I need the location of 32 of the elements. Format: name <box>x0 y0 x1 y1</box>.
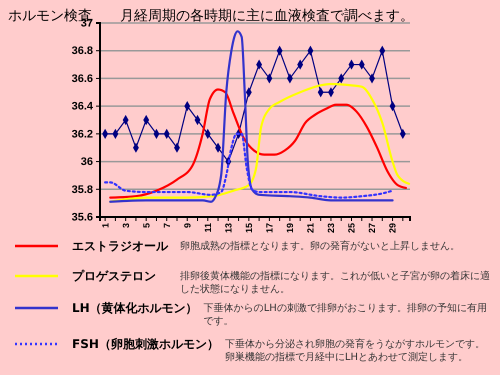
x-tick-label: 7 <box>162 223 172 228</box>
x-tick-label: 29 <box>388 223 398 234</box>
x-tick-label: 11 <box>202 223 213 233</box>
text: 排卵後黄体機能の指標になります。これが低いと子宮が卵の着床に適した状態になりません。 <box>180 270 490 295</box>
y-tick-label: 36 <box>80 156 93 168</box>
text: 下垂体からのLHの刺激で排卵がおこります。排卵の予知に有用です。 <box>204 302 487 327</box>
x-tick-label: 19 <box>285 223 296 234</box>
x-tick-label: 15 <box>244 223 254 234</box>
x-tick-label: 5 <box>141 223 152 228</box>
legend-label: プロゲステロン <box>72 269 156 283</box>
y-tick-label: 36.6 <box>72 72 93 85</box>
text: 下垂体から分泌され卵胞の発育をうながすホルモンです。卵巣機能の指標で月経中にLHとあわせて測定します。 <box>224 338 485 363</box>
x-tick-label: 25 <box>346 223 357 234</box>
x-tick-label: 1 <box>100 223 110 228</box>
y-tick-label: 36.8 <box>72 45 93 58</box>
y-tick-label: 36.2 <box>72 128 93 140</box>
x-tick-label: 9 <box>182 223 192 228</box>
x-tick-label: 3 <box>120 223 131 228</box>
legend-label: LH（黄体化ホルモン） <box>72 301 198 315</box>
chart-subtitle: 月経周期の各時期に主に血液検査で調べます。 <box>120 8 414 24</box>
x-tick-label: 21 <box>306 223 316 234</box>
legend-label: FSH（卵胞刺激ホルモン） <box>72 337 219 351</box>
x-tick-label: 27 <box>367 223 378 234</box>
text: 卵胞成熟の指標となります。卵の発育がないと上昇しません。 <box>180 240 460 252</box>
legend-label: エストラジオール <box>72 239 169 253</box>
x-tick-label: 13 <box>223 223 234 234</box>
y-tick-label: 35.8 <box>72 184 93 196</box>
x-tick-label: 17 <box>264 223 275 234</box>
y-tick-label: 36.4 <box>72 100 94 113</box>
x-tick-label: 23 <box>326 223 336 234</box>
y-tick-label: 35.6 <box>72 212 93 224</box>
line-series <box>109 30 394 203</box>
